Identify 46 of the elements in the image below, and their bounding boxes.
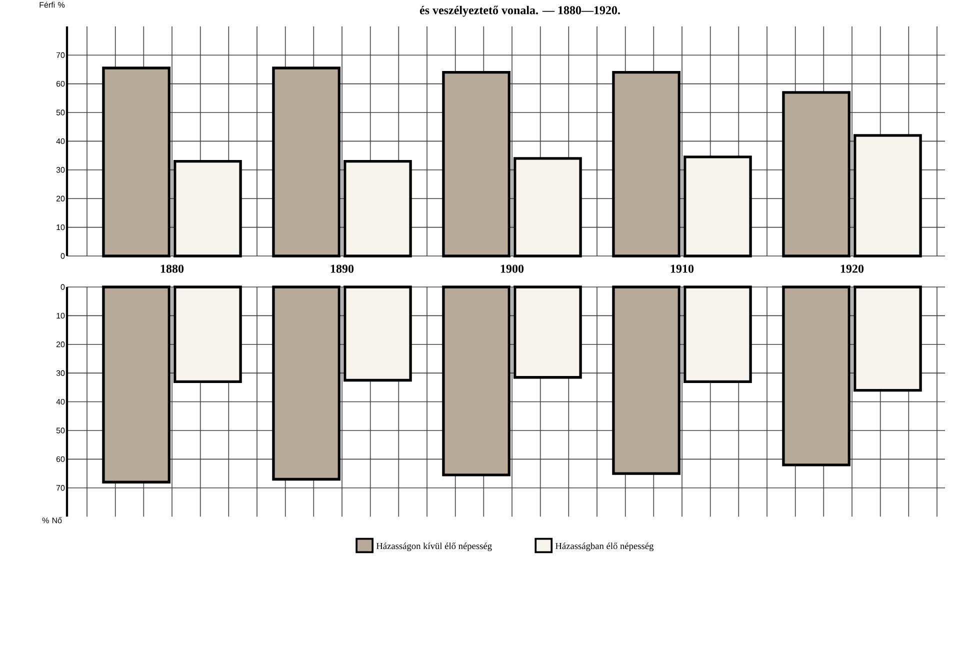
y-tick-label: 10 — [56, 312, 65, 319]
bar — [514, 286, 582, 379]
y-tick-label: 30 — [56, 167, 65, 173]
y-tick-label: 0 — [60, 284, 65, 290]
y-tick-label: 60 — [56, 456, 65, 462]
chart-title: és veszélyeztető vonala. — 1880—1920. — [420, 6, 620, 17]
bar — [102, 66, 170, 258]
bar — [854, 286, 922, 392]
y-tick-label: 70 — [56, 485, 65, 491]
bar — [272, 66, 340, 258]
bar — [442, 286, 510, 476]
bar — [344, 286, 412, 382]
x-tick-label: 1910 — [670, 264, 694, 273]
bar — [514, 157, 582, 258]
x-tick-label: 1900 — [500, 264, 524, 273]
y-tick-label: 20 — [56, 196, 65, 202]
y-axis-title: % Nő — [42, 517, 62, 524]
x-tick-label: 1880 — [160, 264, 184, 273]
bar — [854, 134, 922, 258]
y-tick-label: 10 — [56, 224, 65, 230]
y-tick-label: 50 — [56, 110, 65, 116]
legend-label: Házasságban élő népesség — [555, 542, 654, 552]
bar — [684, 286, 752, 384]
bar — [612, 70, 680, 258]
y-tick-label: 40 — [56, 398, 65, 405]
y-tick-label: 30 — [56, 370, 65, 376]
y-tick-label: 0 — [60, 253, 65, 259]
bar — [612, 286, 680, 475]
bar — [174, 160, 242, 258]
bar — [684, 156, 752, 258]
bar — [174, 286, 242, 384]
legend-label: Házasságon kívül élő népesség — [376, 542, 492, 552]
bar — [442, 70, 510, 258]
bar — [782, 286, 850, 466]
y-tick-label: 60 — [56, 80, 65, 87]
x-tick-label: 1890 — [330, 264, 354, 273]
x-tick-label: 1920 — [840, 264, 864, 273]
bar — [782, 91, 850, 258]
y-tick-label: 50 — [56, 428, 65, 434]
y-tick-label: 70 — [56, 52, 65, 58]
y-tick-label: 40 — [56, 138, 65, 144]
bar — [344, 160, 412, 258]
bar — [272, 286, 340, 481]
y-tick-label: 20 — [56, 342, 65, 348]
bar — [102, 286, 170, 484]
y-axis-title: Férfi % — [40, 2, 65, 8]
